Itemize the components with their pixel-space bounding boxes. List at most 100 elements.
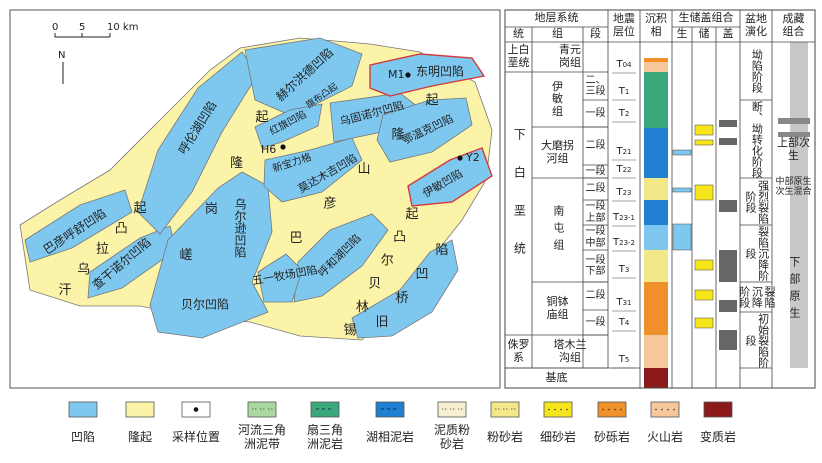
member-cell: 一段 xyxy=(583,310,608,335)
facies-block xyxy=(644,178,668,200)
play-cell-text: 上部次生 xyxy=(777,136,810,162)
seal-bar xyxy=(719,138,737,145)
map-label: 锡林贝尔凸起 xyxy=(343,207,418,338)
member-cell-text: 一段下部 xyxy=(585,254,606,278)
series-cell-text: 下白垩统 xyxy=(512,127,527,280)
horizon-cell: T 31 xyxy=(608,295,640,311)
basin xyxy=(293,213,389,303)
horizon-main: T xyxy=(618,354,625,366)
facies-block xyxy=(644,368,668,388)
formation-cell-text: 南屯组 xyxy=(551,204,565,256)
formation-cell: 青元岗组 xyxy=(532,42,608,72)
legend-label-text: 凹陷 xyxy=(70,430,95,445)
basin xyxy=(351,239,459,339)
horizon-cell: T 23-1 xyxy=(608,210,640,226)
horizon-cell: T 23-2 xyxy=(608,235,640,251)
map-label: 贝尔凹陷 xyxy=(181,297,229,312)
basement-cell-text: 基底 xyxy=(545,370,568,384)
formation-cell: 铜钵庙组 xyxy=(532,282,583,335)
formation-cell-text: 铜钵庙组 xyxy=(546,294,569,321)
legend-label: 河流三角洲泥带 xyxy=(237,420,287,456)
evolution-cell: 裂陷沉降阶段 xyxy=(737,282,776,312)
horizon-sub: 4 xyxy=(624,318,630,327)
map-label: 汗乌拉凸起 xyxy=(58,201,146,298)
legend-label: 细砂岩 xyxy=(538,420,578,456)
basin xyxy=(149,171,273,339)
facies-block xyxy=(644,72,668,128)
horizon-main: T xyxy=(616,164,623,176)
legend-label-text: 变质岩 xyxy=(699,430,736,445)
header-text: 盖 xyxy=(722,27,734,41)
seal-bar xyxy=(719,120,737,127)
horizon-sub: 23-1 xyxy=(619,213,635,222)
reservoir-bar xyxy=(694,124,714,136)
facies-block xyxy=(644,225,668,250)
horizon-main: T xyxy=(616,146,623,158)
horizon-sub: 1 xyxy=(624,87,630,96)
legend-label-text: 湖相泥岩 xyxy=(365,430,414,445)
legend-swatch xyxy=(375,401,405,418)
header: 盖 xyxy=(716,27,740,42)
play-cell-text: 中部原生次生混合 xyxy=(775,176,812,197)
facies-block xyxy=(644,250,668,282)
header: 储 xyxy=(692,27,716,42)
member-cell-text: 一段 xyxy=(585,165,606,177)
horizon-main: T xyxy=(616,297,623,309)
formation-cell: 塔木兰沟组 xyxy=(532,335,608,368)
reservoir-bar xyxy=(694,139,714,146)
play-cell: 下部原生 xyxy=(772,240,815,340)
header: 生 xyxy=(672,27,692,42)
seal-bar xyxy=(719,330,737,350)
scale-label: 0 xyxy=(52,22,58,33)
play-marker xyxy=(778,118,810,124)
legend-label: 采样位置 xyxy=(166,420,226,456)
formation-cell-text: 伊敏组 xyxy=(552,79,563,118)
member-cell: 二段 xyxy=(583,178,608,200)
header-text: 盆地演化 xyxy=(745,12,767,38)
legend-label-text: 粉砂岩 xyxy=(486,430,523,445)
member-cell-text: 一段 xyxy=(585,316,606,328)
legend-pattern xyxy=(566,408,568,411)
horizon-cell: T 22 xyxy=(608,162,640,178)
horizon-sub: 23 xyxy=(622,188,632,197)
reservoir-bar xyxy=(694,259,714,271)
evolution-cell-text: 裂陷沉降阶段 xyxy=(737,286,776,308)
legend-pattern xyxy=(608,408,610,411)
legend-label-text: 细砂岩 xyxy=(539,430,576,445)
legend-label-text: 隆起 xyxy=(127,430,152,445)
well-point xyxy=(405,72,411,78)
play-cell: 中部原生次生混合 xyxy=(772,172,815,202)
basin-highlighted xyxy=(369,53,486,97)
formation-cell: 大磨拐河组 xyxy=(532,127,583,178)
evolution-cell: 裂陷沉降阶段 xyxy=(740,225,772,282)
series-cell: 侏罗系 xyxy=(505,335,532,368)
member-cell: 一段上部 xyxy=(583,200,608,225)
evolution-cell: 断、坳转化阶段 xyxy=(740,100,772,178)
basin-highlighted xyxy=(407,147,493,207)
series-cell-text: 上白垩统 xyxy=(507,43,530,69)
legend-label-text: 砂砾岩 xyxy=(593,430,630,445)
evolution-cell-text: 裂陷沉降阶段 xyxy=(744,226,770,281)
horizon-cell: T 23 xyxy=(608,185,640,201)
legend-swatch xyxy=(125,401,155,418)
member-cell: 二、三段 xyxy=(583,72,608,100)
legend-pattern xyxy=(620,408,622,411)
well-label: M1 xyxy=(388,68,405,81)
horizon-sub: 31 xyxy=(622,298,632,307)
seal-bar xyxy=(719,200,737,212)
formation-cell: 伊敏组 xyxy=(532,72,583,127)
legend-pattern xyxy=(548,408,550,411)
horizon-cell: T 21 xyxy=(608,144,640,160)
header: 地层系统 xyxy=(505,10,608,27)
evolution-cell-text: 强烈裂陷阶段 xyxy=(744,179,770,224)
legend-swatch xyxy=(543,401,573,418)
header-text: 储 xyxy=(698,27,710,41)
member-cell-text: 二、三段 xyxy=(585,74,606,98)
evolution-cell-text: 坳陷阶段 xyxy=(750,49,764,93)
map-label: 嵯岗隆起 xyxy=(179,110,268,263)
horizon-main: T xyxy=(618,317,625,329)
legend-swatch xyxy=(490,401,520,418)
legend-swatch xyxy=(437,401,467,418)
legend-swatch xyxy=(597,401,627,418)
